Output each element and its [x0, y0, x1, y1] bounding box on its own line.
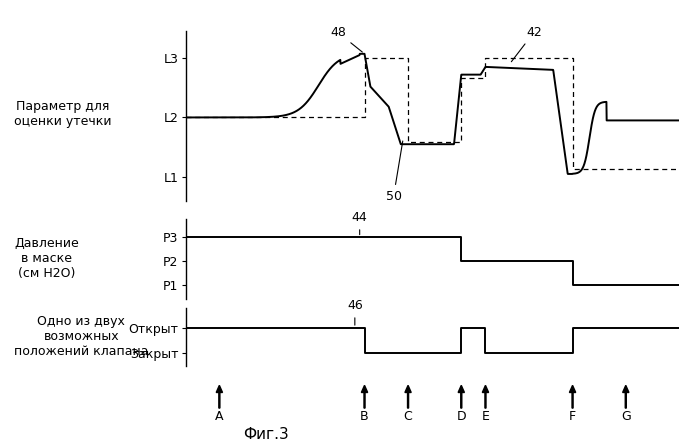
Text: 44: 44 [352, 211, 368, 235]
Text: 48: 48 [330, 26, 363, 52]
Text: 50: 50 [386, 141, 402, 203]
Text: Давление
в маске
(см H2O): Давление в маске (см H2O) [14, 237, 78, 280]
Text: Фиг.3: Фиг.3 [243, 426, 289, 442]
Text: D: D [456, 410, 466, 423]
Text: C: C [404, 410, 412, 423]
Text: E: E [482, 410, 489, 423]
Text: Параметр для
оценки утечки: Параметр для оценки утечки [14, 100, 111, 128]
Text: B: B [360, 410, 369, 423]
Text: Одно из двух
возможных
положений клапана: Одно из двух возможных положений клапана [14, 315, 148, 358]
Text: 46: 46 [347, 299, 363, 325]
Text: A: A [215, 410, 223, 423]
Text: 42: 42 [512, 26, 542, 62]
Text: F: F [569, 410, 576, 423]
Text: G: G [621, 410, 631, 423]
